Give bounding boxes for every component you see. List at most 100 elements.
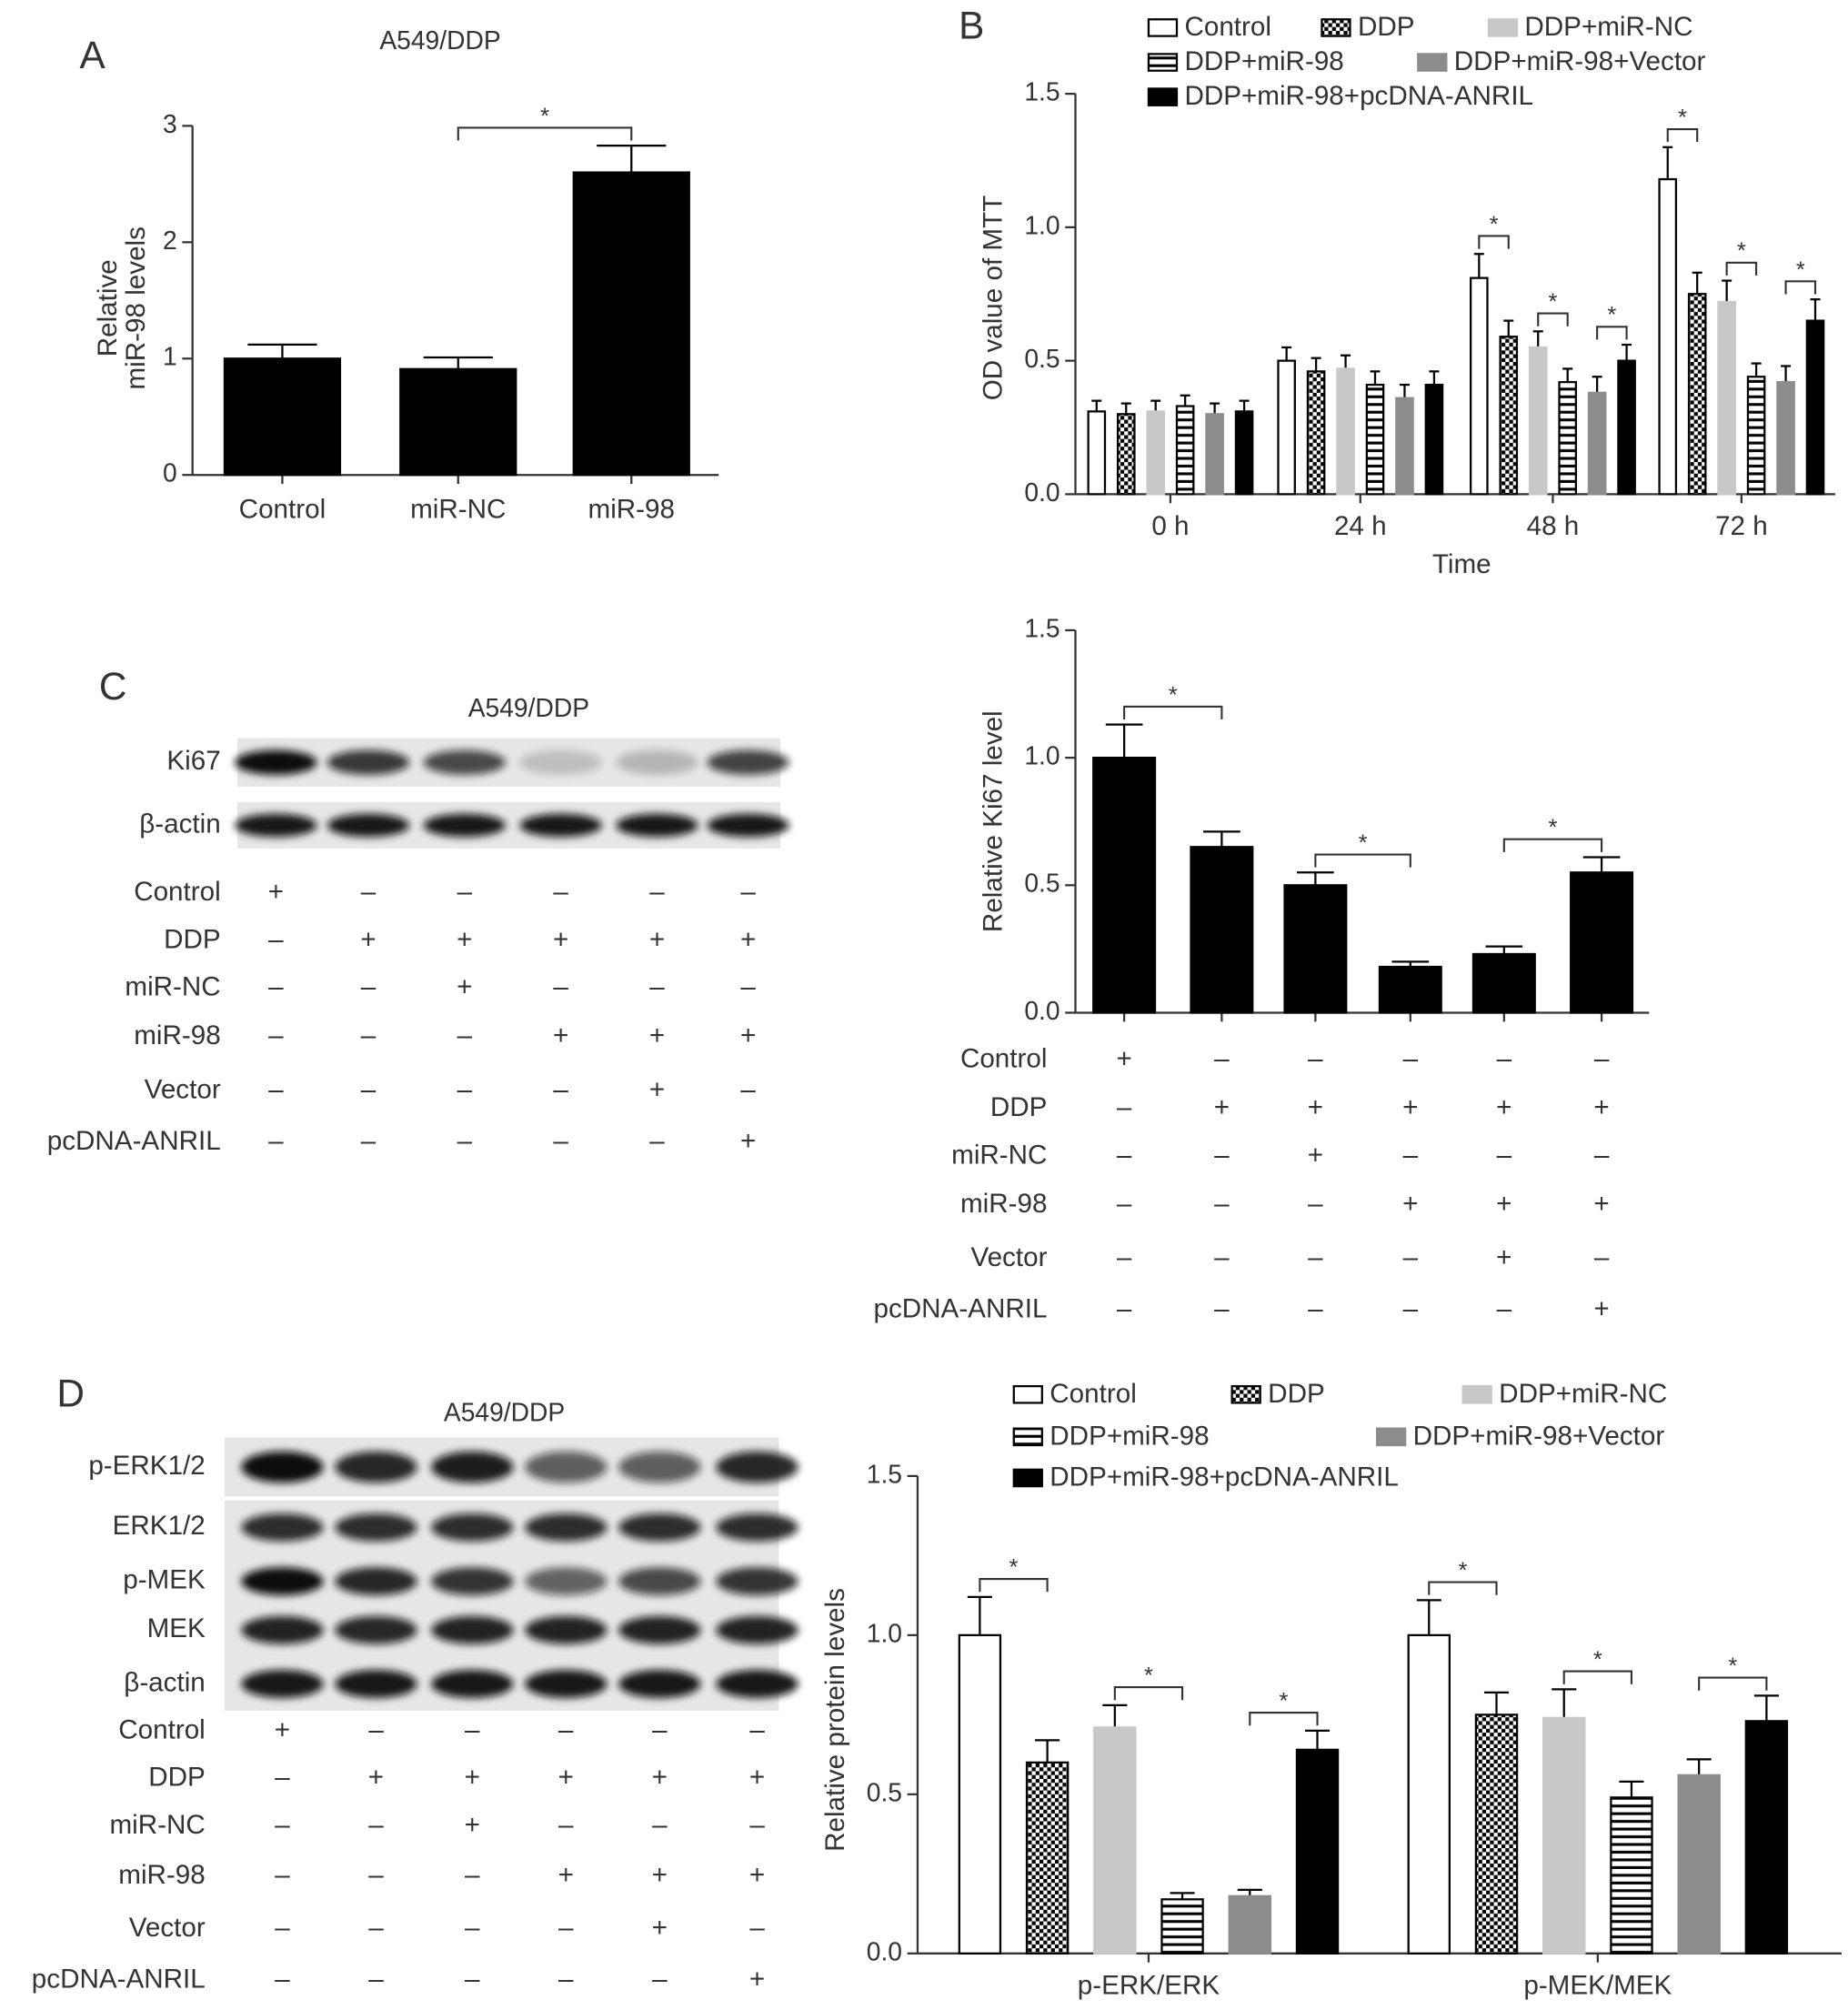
legend-label: DDP <box>1358 12 1415 42</box>
blot-row-label: β-actin <box>139 809 220 839</box>
bar <box>1677 1774 1721 1955</box>
significance-label: * <box>540 104 549 129</box>
blot-band <box>716 1670 798 1698</box>
significance-bracket <box>979 1578 1049 1593</box>
bar <box>1542 1716 1586 1955</box>
treatment-label: Vector <box>129 1913 206 1943</box>
treatment-sign: – <box>268 1020 284 1050</box>
x-tick-label: miR-98 <box>588 495 675 525</box>
bar <box>1306 370 1326 496</box>
treatment-sign: – <box>652 1810 668 1840</box>
x-tick-label: miR-NC <box>410 495 506 525</box>
bar <box>1470 276 1489 496</box>
treatment-sign: – <box>457 1074 473 1104</box>
bar <box>1190 846 1254 1014</box>
bar <box>1205 413 1224 496</box>
blot-band <box>431 1451 514 1483</box>
legend-swatch <box>1321 18 1351 37</box>
significance-label: * <box>1593 1647 1602 1673</box>
blot-band <box>616 813 698 838</box>
treatment-sign: – <box>275 1964 290 1994</box>
legend-swatch <box>1487 18 1519 37</box>
bar <box>1295 1748 1340 1955</box>
bar <box>1744 1720 1789 1955</box>
treatment-sign: + <box>649 1074 665 1104</box>
y-tick-label: 1.0 <box>1024 741 1060 770</box>
treatment-label: Control <box>960 1044 1048 1074</box>
treatment-label: miR-98 <box>118 1860 205 1890</box>
legend-swatch <box>1012 1427 1043 1447</box>
treatment-sign: – <box>361 1126 377 1156</box>
treatment-sign: – <box>361 1020 377 1050</box>
treatment-label: pcDNA-ANRIL <box>32 1964 206 1994</box>
legend-label: Control <box>1050 1379 1137 1409</box>
bar <box>1528 346 1548 496</box>
legend-label: DDP+miR-98+pcDNA-ANRIL <box>1050 1462 1399 1492</box>
legend-label: DDP+miR-98 <box>1184 46 1343 76</box>
bar <box>1365 383 1385 496</box>
blot-band <box>326 749 410 775</box>
blot-band <box>525 1567 608 1595</box>
y-axis-label: Relative <box>93 259 123 357</box>
treatment-sign: + <box>1308 1140 1323 1170</box>
bar <box>1175 405 1195 496</box>
treatment-sign: – <box>1117 1189 1132 1219</box>
blot-row-label: p-MEK <box>123 1564 206 1594</box>
y-tick-label: 1.0 <box>867 1618 902 1647</box>
treatment-sign: + <box>1214 1092 1230 1122</box>
panel-label: A <box>79 34 105 76</box>
treatment-sign: – <box>553 877 568 907</box>
treatment-sign: – <box>368 1913 384 1943</box>
blot-band <box>241 1670 324 1698</box>
treatment-sign: + <box>465 1763 480 1793</box>
significance-bracket <box>457 126 633 141</box>
legend-label: Control <box>1184 12 1271 42</box>
significance-bracket <box>1666 127 1699 143</box>
y-axis-label: OD value of MTT <box>978 196 1008 401</box>
bar <box>1092 756 1157 1014</box>
legend-label: DDP+miR-98+pcDNA-ANRIL <box>1184 81 1533 111</box>
treatment-sign: – <box>558 1913 574 1943</box>
y-tick-label: 0.0 <box>867 1936 902 1965</box>
treatment-label: miR-98 <box>134 1020 220 1050</box>
blot-band <box>335 1567 417 1595</box>
treatment-sign: – <box>1594 1044 1610 1074</box>
legend-swatch <box>1147 87 1179 106</box>
treatment-sign: – <box>457 877 473 907</box>
treatment-label: Control <box>118 1715 206 1745</box>
blot-title: A549/DDP <box>444 1398 565 1427</box>
significance-bracket <box>1784 280 1817 295</box>
blot-band <box>241 1513 324 1542</box>
treatment-label: pcDNA-ANRIL <box>873 1294 1047 1324</box>
significance-label: * <box>1607 303 1616 328</box>
blot-band <box>241 1451 324 1483</box>
significance-label: * <box>1728 1653 1737 1679</box>
y-tick-label: 0.5 <box>867 1777 902 1806</box>
bar <box>1587 391 1607 496</box>
panel-label: D <box>56 1372 85 1415</box>
treatment-sign: + <box>1593 1189 1609 1219</box>
legend-swatch <box>1147 18 1179 37</box>
significance-bracket <box>1725 261 1758 276</box>
treatment-sign: – <box>553 1074 568 1104</box>
treatment-sign: – <box>368 1715 384 1745</box>
bar <box>1471 952 1536 1014</box>
significance-label: * <box>1458 1558 1467 1583</box>
treatment-sign: – <box>465 1715 480 1745</box>
bar <box>958 1633 1002 1955</box>
blot-band <box>707 813 789 838</box>
y-tick-label: 0.0 <box>1024 477 1060 507</box>
treatment-sign: + <box>457 924 472 954</box>
treatment-sign: – <box>1117 1294 1132 1324</box>
significance-bracket <box>1314 853 1411 868</box>
treatment-sign: – <box>1403 1044 1419 1074</box>
bar <box>1407 1633 1451 1955</box>
y-tick-label: 1.5 <box>1024 613 1060 642</box>
legend-label: DDP+miR-98+Vector <box>1413 1421 1665 1451</box>
blot-band <box>618 1513 701 1542</box>
bar <box>1610 1796 1653 1955</box>
treatment-label: Vector <box>970 1242 1047 1272</box>
blot-band <box>707 749 789 775</box>
treatment-sign: – <box>749 1913 765 1943</box>
blot-band <box>716 1615 798 1644</box>
